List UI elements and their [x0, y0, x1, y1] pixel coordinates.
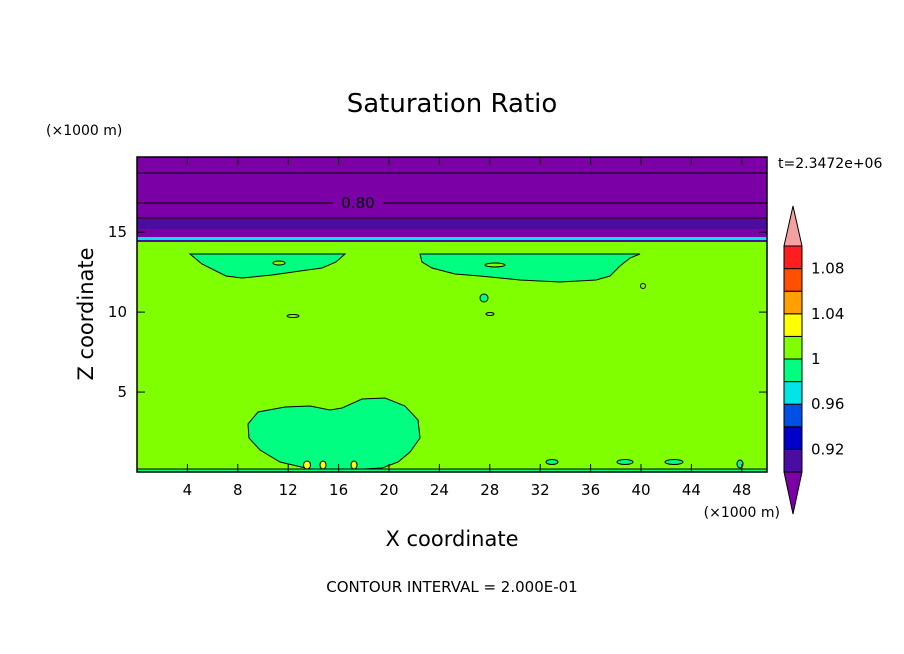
time-label: t=2.3472e+06 [778, 156, 882, 172]
chart-title: Saturation Ratio [347, 89, 558, 119]
x-axis-title: X coordinate [385, 527, 518, 551]
x-unit-label: (×1000 m) [704, 505, 780, 521]
contour-label: 0.80 [341, 194, 374, 212]
x-tick-label: 36 [581, 481, 600, 499]
small-patch [286, 314, 300, 318]
colorbar-swatch [783, 403, 803, 428]
x-tick-label: 12 [279, 481, 298, 499]
region-main-field [137, 240, 767, 472]
colorbar-swatch [783, 426, 803, 450]
colorbar-swatch [783, 358, 803, 383]
bottom-edge-band [137, 469, 767, 472]
plot-area: 0.80 [137, 157, 767, 472]
x-ticks: 4 8 12 16 20 24 28 32 36 40 44 48 [183, 157, 751, 499]
small-patch [303, 460, 311, 470]
region-dark-stripe [137, 240, 767, 242]
x-tick-label: 24 [430, 481, 449, 499]
small-patch [272, 260, 286, 266]
colorbar-label: 0.92 [811, 440, 844, 458]
small-patch [479, 293, 489, 303]
colorbar-swatch [783, 335, 803, 360]
region-cyan-band [137, 237, 767, 242]
colorbar-label: 1.04 [811, 305, 844, 323]
x-tick-label: 44 [682, 481, 701, 499]
y-axis-title: Z coordinate [74, 247, 98, 380]
contour-label-bg [333, 194, 383, 212]
small-patch [319, 460, 327, 470]
small-patch [640, 283, 646, 289]
colorbar-swatch [783, 268, 803, 292]
y-ticks: 5 10 15 [108, 223, 767, 401]
y-tick-label: 10 [108, 303, 127, 321]
lower-cloud-blob [247, 397, 421, 471]
colorbar-high-triangle [783, 205, 803, 247]
plot-frame [136, 156, 768, 473]
contour-interval-note: CONTOUR INTERVAL = 2.000E-01 [326, 578, 577, 596]
colorbar-swatch [783, 448, 803, 473]
upper-cloud-patch-right [419, 253, 641, 283]
small-patch [545, 459, 559, 465]
colorbar-swatch [783, 381, 803, 405]
small-patch [350, 460, 358, 470]
small-patch [484, 262, 506, 268]
colorbar-label: 0.96 [811, 395, 844, 413]
y-unit-label: (×1000 m) [46, 123, 122, 139]
x-tick-label: 32 [531, 481, 550, 499]
x-tick-label: 16 [329, 481, 348, 499]
y-tick-label: 5 [117, 383, 127, 401]
region-upper-dark-band [137, 219, 767, 229]
y-tick-label: 15 [108, 223, 127, 241]
upper-cloud-patch-left [188, 253, 347, 279]
x-tick-label: 28 [480, 481, 499, 499]
colorbar-swatch [783, 290, 803, 315]
colorbar-label: 1 [811, 350, 821, 368]
colorbar-swatch [783, 245, 803, 270]
colorbar-swatch [783, 313, 803, 337]
colorbar-label: 1.08 [811, 260, 844, 278]
small-patch [616, 459, 634, 465]
x-tick-label: 20 [379, 481, 398, 499]
x-tick-label: 48 [732, 481, 751, 499]
small-patch [485, 312, 495, 316]
x-tick-label: 8 [233, 481, 243, 499]
x-tick-label: 40 [631, 481, 650, 499]
small-patch [664, 459, 684, 465]
x-tick-label: 4 [183, 481, 193, 499]
colorbar: 0.92 0.96 1 1.04 1.08 [783, 205, 844, 515]
colorbar-low-triangle [783, 471, 803, 515]
